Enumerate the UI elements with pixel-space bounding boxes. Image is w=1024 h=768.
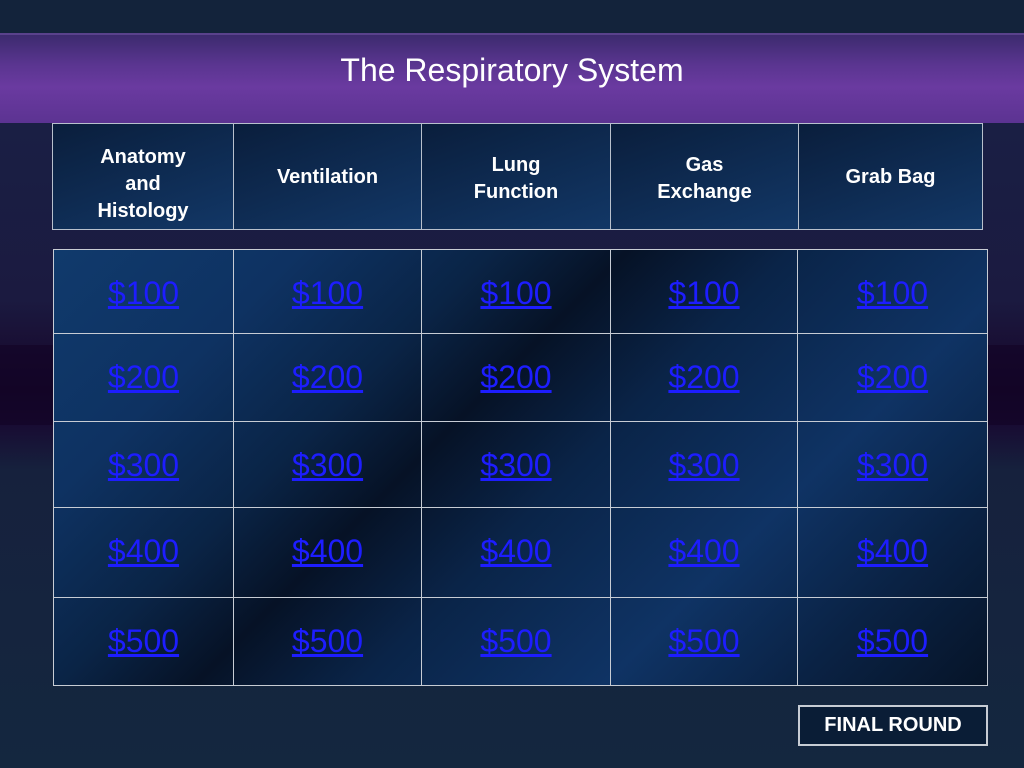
category-label: Anatomy and Histology <box>97 146 189 222</box>
board-cell: $500 <box>798 598 987 685</box>
category-header: Gas Exchange <box>611 124 799 229</box>
question-link[interactable]: $500 <box>107 623 180 659</box>
question-link[interactable]: $100 <box>856 275 929 311</box>
question-link[interactable]: $200 <box>291 359 364 395</box>
question-link[interactable]: $200 <box>480 359 552 395</box>
question-link[interactable]: $200 <box>856 359 929 395</box>
question-link[interactable]: $400 <box>480 533 552 569</box>
question-link[interactable]: $200 <box>668 359 740 395</box>
category-header: Grab Bag <box>799 124 982 229</box>
question-link[interactable]: $300 <box>480 447 552 483</box>
board-cell: $500 <box>611 598 798 685</box>
final-round-button[interactable]: FINAL ROUND <box>798 705 988 746</box>
board-cell: $400 <box>422 508 611 598</box>
board-cell: $400 <box>611 508 798 598</box>
question-link[interactable]: $300 <box>856 447 929 483</box>
board-cell: $400 <box>54 508 234 598</box>
board-cell: $200 <box>234 334 422 422</box>
board-cell: $400 <box>234 508 422 598</box>
board-cell: $300 <box>611 422 798 508</box>
category-header: Lung Function <box>422 124 611 229</box>
board-cell: $200 <box>611 334 798 422</box>
jeopardy-board: $100 $100 $100 $100 $100 $200 $200 $200 … <box>53 249 988 686</box>
board-cell: $100 <box>611 250 798 334</box>
question-link[interactable]: $400 <box>107 533 180 569</box>
page-title: The Respiratory System <box>340 52 684 88</box>
category-label: Gas Exchange <box>657 154 752 203</box>
category-header: Anatomy and Histology <box>53 124 234 229</box>
category-label: Grab Bag <box>845 166 936 188</box>
question-link[interactable]: $500 <box>856 623 929 659</box>
board-cell: $500 <box>422 598 611 685</box>
question-link[interactable]: $300 <box>107 447 180 483</box>
question-link[interactable]: $400 <box>856 533 929 569</box>
question-link[interactable]: $300 <box>291 447 364 483</box>
board-cell: $200 <box>798 334 987 422</box>
category-label: Ventilation <box>276 166 379 188</box>
board-cell: $400 <box>798 508 987 598</box>
question-link[interactable]: $400 <box>291 533 364 569</box>
question-link[interactable]: $100 <box>291 275 364 311</box>
board-cell: $100 <box>798 250 987 334</box>
question-link[interactable]: $500 <box>480 623 552 659</box>
question-link[interactable]: $500 <box>291 623 364 659</box>
board-cell: $200 <box>422 334 611 422</box>
board-cell: $200 <box>54 334 234 422</box>
title-bar <box>0 33 1024 123</box>
category-label: Lung Function <box>473 154 559 203</box>
question-link[interactable]: $100 <box>668 275 740 311</box>
board-cell: $500 <box>234 598 422 685</box>
category-header: Ventilation <box>234 124 422 229</box>
board-cell: $500 <box>54 598 234 685</box>
board-cell: $100 <box>234 250 422 334</box>
question-link[interactable]: $300 <box>668 447 740 483</box>
question-link[interactable]: $100 <box>107 275 180 311</box>
board-cell: $100 <box>54 250 234 334</box>
question-link[interactable]: $100 <box>480 275 552 311</box>
board-cell: $100 <box>422 250 611 334</box>
board-cell: $300 <box>54 422 234 508</box>
question-link[interactable]: $400 <box>668 533 740 569</box>
category-header-row: Anatomy and Histology Ventilation Lung F… <box>52 123 983 230</box>
board-cell: $300 <box>234 422 422 508</box>
board-cell: $300 <box>798 422 987 508</box>
question-link[interactable]: $500 <box>668 623 740 659</box>
board-cell: $300 <box>422 422 611 508</box>
question-link[interactable]: $200 <box>107 359 180 395</box>
